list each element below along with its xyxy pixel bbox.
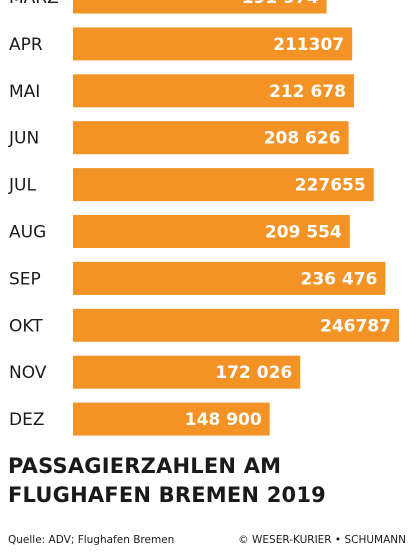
month-label: DEZ bbox=[9, 410, 44, 430]
bar bbox=[73, 308, 399, 342]
month-label: OKT bbox=[9, 316, 43, 336]
value-label: 212 678 bbox=[269, 82, 346, 102]
chart-title: PASSAGIERZAHLEN AM FLUGHAFEN BREMEN 2019 bbox=[8, 452, 408, 510]
month-label: JUL bbox=[8, 176, 36, 196]
value-label: 172 026 bbox=[215, 363, 292, 383]
month-label: MAI bbox=[9, 82, 40, 102]
bar bbox=[73, 355, 301, 389]
value-label: 227655 bbox=[295, 176, 366, 196]
month-label: MÄRZ bbox=[9, 0, 59, 8]
bar bbox=[73, 168, 374, 202]
chart-title-line-1: PASSAGIERZAHLEN AM bbox=[8, 454, 282, 478]
bar bbox=[73, 0, 327, 14]
month-label: APR bbox=[9, 35, 43, 55]
value-label: 209 554 bbox=[265, 223, 342, 243]
bar bbox=[73, 261, 386, 295]
credit-note: © WESER-KURIER • SCHUMANN bbox=[238, 534, 406, 546]
month-label: JUN bbox=[8, 129, 39, 149]
bar bbox=[73, 74, 354, 108]
month-label: SEP bbox=[9, 269, 41, 289]
chart-title-line-2: FLUGHAFEN BREMEN 2019 bbox=[8, 483, 326, 507]
value-label: 211307 bbox=[273, 35, 344, 55]
bar-chart: MÄRZ 191 974 APR 211307 MAI 212 678 JUN 208 626… bbox=[8, 0, 399, 436]
value-label: 236 476 bbox=[300, 269, 377, 289]
bar bbox=[73, 27, 353, 61]
value-label: 246787 bbox=[320, 316, 391, 336]
month-label: AUG bbox=[9, 223, 46, 243]
value-label: 191 974 bbox=[242, 0, 319, 8]
bar bbox=[73, 215, 350, 248]
month-label: NOV bbox=[9, 363, 47, 383]
bar bbox=[73, 402, 270, 436]
value-label: 148 900 bbox=[185, 410, 262, 430]
value-label: 208 626 bbox=[264, 129, 341, 149]
bar bbox=[73, 121, 349, 155]
source-note: Quelle: ADV; Flughafen Bremen bbox=[8, 534, 175, 546]
